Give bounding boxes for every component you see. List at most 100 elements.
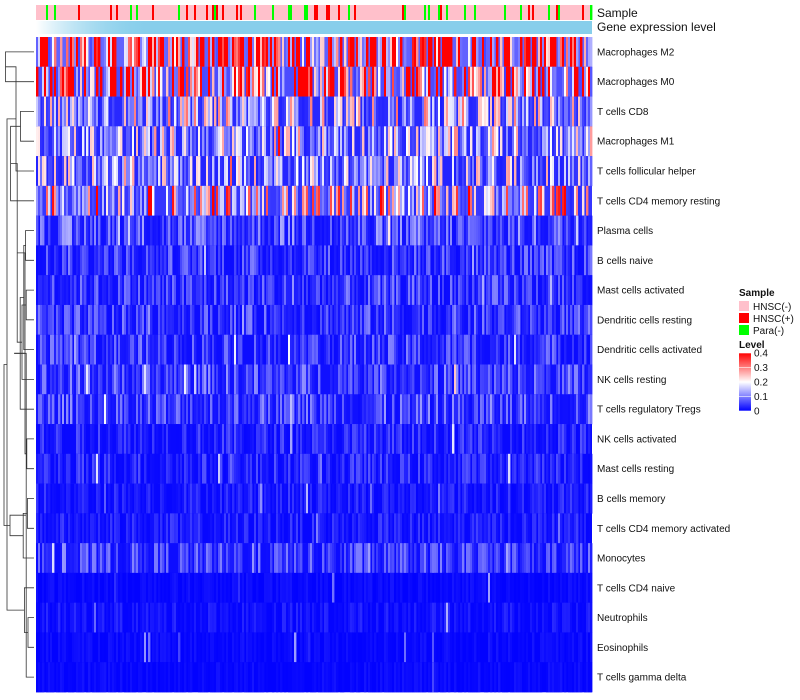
heatmap-cell bbox=[538, 66, 541, 97]
heatmap-cell bbox=[548, 66, 551, 97]
heatmap-cell bbox=[344, 185, 347, 216]
heatmap-cell bbox=[142, 602, 145, 633]
heatmap-cell bbox=[538, 37, 541, 68]
heatmap-cell bbox=[560, 394, 563, 425]
heatmap-cell bbox=[540, 632, 543, 663]
heatmap-cell bbox=[528, 543, 531, 574]
heatmap-cell bbox=[318, 275, 321, 306]
heatmap-cell bbox=[44, 453, 47, 484]
heatmap-cell bbox=[174, 632, 177, 663]
heatmap-cell bbox=[430, 364, 433, 395]
heatmap-cell bbox=[156, 453, 159, 484]
heatmap-cell bbox=[460, 543, 463, 574]
heatmap-cell bbox=[228, 483, 231, 514]
heatmap-cell bbox=[274, 632, 277, 663]
heatmap-cell bbox=[442, 245, 445, 276]
heatmap-cell bbox=[384, 364, 387, 395]
heatmap-cell bbox=[552, 275, 555, 306]
heatmap-cell bbox=[428, 126, 431, 157]
heatmap-cell bbox=[134, 185, 137, 216]
heatmap-cell bbox=[344, 424, 347, 455]
heatmap-cell bbox=[314, 394, 317, 425]
heatmap-cell bbox=[402, 304, 405, 336]
heatmap-cell bbox=[260, 483, 263, 514]
sample-track-cell bbox=[420, 5, 423, 20]
heatmap-cell bbox=[172, 334, 175, 365]
heatmap-cell bbox=[354, 364, 357, 395]
heatmap-cell bbox=[124, 66, 127, 97]
heatmap-cell bbox=[352, 662, 355, 693]
heatmap-cell bbox=[288, 245, 291, 276]
heatmap-cell bbox=[54, 156, 57, 187]
heatmap-cell bbox=[300, 66, 303, 97]
heatmap-cell bbox=[484, 37, 487, 68]
heatmap-cell bbox=[144, 394, 147, 425]
heatmap-cell bbox=[578, 156, 581, 187]
heatmap-cell bbox=[70, 215, 73, 246]
heatmap-cell bbox=[260, 364, 263, 395]
sample-track-cell bbox=[406, 5, 409, 20]
heatmap-cell bbox=[284, 275, 287, 306]
heatmap-cell bbox=[404, 304, 407, 336]
heatmap-cell bbox=[120, 66, 123, 97]
heatmap-cells bbox=[36, 37, 593, 693]
heatmap-cell bbox=[152, 275, 155, 306]
heatmap-cell bbox=[178, 483, 181, 514]
heatmap-cell bbox=[450, 513, 453, 544]
heatmap-cell bbox=[96, 602, 99, 633]
heatmap-cell bbox=[404, 37, 407, 68]
heatmap-cell bbox=[152, 632, 155, 663]
heatmap-cell bbox=[106, 96, 109, 127]
heatmap-cell bbox=[224, 66, 227, 97]
heatmap-cell bbox=[132, 96, 135, 127]
heatmap-cell bbox=[72, 215, 75, 246]
heatmap-cell bbox=[402, 364, 405, 395]
heatmap-cell bbox=[118, 245, 121, 276]
heatmap-cell bbox=[566, 543, 569, 574]
heatmap-cell bbox=[42, 66, 45, 97]
heatmap-cell bbox=[436, 334, 439, 365]
heatmap-cell bbox=[336, 96, 339, 127]
heatmap-cell bbox=[238, 453, 241, 484]
heatmap-cell bbox=[350, 334, 353, 365]
heatmap-cell bbox=[128, 185, 131, 216]
heatmap-cell bbox=[260, 96, 263, 127]
heatmap-cell bbox=[568, 96, 571, 127]
sample-track-cell bbox=[330, 5, 333, 20]
heatmap-cell bbox=[264, 334, 267, 365]
heatmap-cell bbox=[360, 215, 363, 246]
heatmap-cell bbox=[278, 156, 281, 187]
heatmap-cell bbox=[84, 424, 87, 455]
heatmap-cell bbox=[530, 394, 533, 425]
heatmap-cell bbox=[578, 96, 581, 127]
heatmap-cell bbox=[310, 662, 313, 693]
heatmap-cell bbox=[74, 364, 77, 395]
heatmap-cell bbox=[274, 245, 277, 276]
heatmap-cell bbox=[72, 96, 75, 127]
heatmap-cell bbox=[366, 185, 369, 216]
heatmap-cell bbox=[458, 215, 461, 246]
sample-track-cell bbox=[52, 5, 55, 20]
heatmap-cell bbox=[494, 304, 497, 336]
heatmap-cell bbox=[298, 364, 301, 395]
heatmap-cell bbox=[374, 483, 377, 514]
heatmap-cell bbox=[386, 275, 389, 306]
heatmap-cell bbox=[504, 334, 507, 365]
heatmap-cell bbox=[504, 185, 507, 216]
heatmap-cell bbox=[38, 572, 41, 603]
heatmap-cell bbox=[556, 245, 559, 276]
heatmap-cell bbox=[588, 602, 591, 633]
sample-track-cell bbox=[296, 5, 299, 20]
sample-track-cell bbox=[462, 5, 465, 20]
heatmap-cell bbox=[418, 304, 421, 336]
heatmap-cell bbox=[234, 215, 237, 246]
heatmap-cell bbox=[510, 96, 513, 127]
heatmap-cell bbox=[222, 185, 225, 216]
heatmap-cell bbox=[542, 275, 545, 306]
heatmap-cell bbox=[536, 572, 539, 603]
heatmap-cell bbox=[200, 602, 203, 633]
heatmap-cell bbox=[428, 156, 431, 187]
heatmap-cell bbox=[324, 424, 327, 455]
heatmap-cell bbox=[368, 543, 371, 574]
heatmap-cell bbox=[218, 572, 221, 603]
